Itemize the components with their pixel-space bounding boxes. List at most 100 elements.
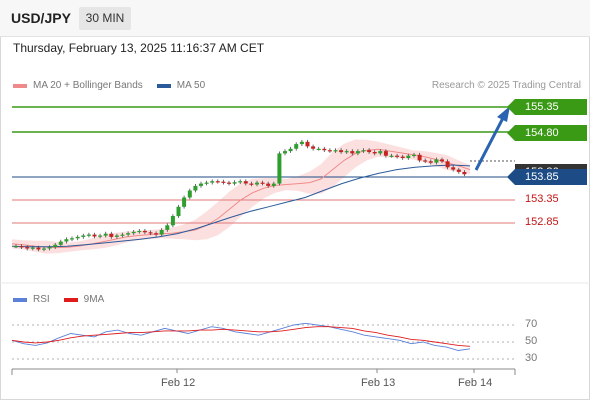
candle-body (126, 233, 131, 235)
candle-body (406, 155, 411, 158)
legend-label-9ma: 9MA (83, 294, 105, 305)
legend-label-ma-bb: MA 20 + Bollinger Bands (33, 80, 143, 91)
main-legend: MA 20 + Bollinger Bands MA 50 (13, 80, 219, 91)
candle-body (131, 231, 136, 234)
resistance2-tag: 155.35 (507, 99, 587, 115)
candle-body (86, 234, 91, 236)
candle-body (266, 183, 271, 186)
candle-body (260, 182, 265, 184)
candle-body (440, 159, 444, 162)
candle-body (445, 161, 450, 168)
candle-body (316, 148, 321, 150)
candle-body (109, 233, 114, 237)
candle-body (25, 247, 30, 249)
candle-body (193, 185, 198, 191)
forecast-arrow-shaft (474, 117, 505, 171)
rsi-swatch-icon (13, 297, 27, 302)
legend-item-9ma: 9MA (63, 294, 105, 305)
candle-body (249, 183, 254, 185)
candle-body (187, 190, 192, 198)
candle-body (165, 225, 170, 230)
candle-body (389, 155, 394, 157)
candle-body (299, 141, 304, 145)
candle-body (355, 151, 360, 154)
candle-body (154, 233, 159, 235)
ma50-line (11, 164, 471, 248)
candle-body (288, 148, 293, 152)
candle-body (19, 246, 24, 248)
candle-body (417, 154, 422, 161)
candle-body (344, 151, 349, 153)
candle-body (227, 182, 231, 184)
candle-body (238, 181, 243, 183)
rsi-level-50a: 50 (525, 335, 538, 347)
ma9-swatch-icon (63, 297, 78, 302)
candle-body (64, 239, 69, 242)
candle-body (137, 230, 142, 233)
x-label-feb13: Feb 13 (361, 377, 396, 389)
candle-body (58, 241, 63, 245)
candle-body (277, 153, 282, 184)
candle-body (14, 246, 18, 248)
candle-body (283, 151, 287, 154)
legend-label-rsi: RSI (33, 294, 50, 305)
datetime-stamp: Thursday, February 13, 2025 11:16:37 AM … (13, 41, 265, 55)
candle-body (98, 235, 103, 237)
chart-header: USD/JPY 30 MIN (0, 0, 590, 37)
candle-body (221, 181, 226, 183)
candle-body (333, 150, 338, 152)
ma50-swatch-icon (156, 83, 171, 88)
candle-body (428, 161, 433, 163)
candle-body (451, 167, 456, 170)
candle-body (294, 144, 299, 149)
candle-body (142, 230, 147, 233)
forecast-arrow-head (497, 106, 510, 122)
rsi-level-30: 30 (525, 352, 538, 364)
candle-body (120, 234, 125, 236)
candle-body (311, 146, 316, 149)
x-label-feb12: Feb 12 (161, 377, 196, 389)
ma-bb-swatch-icon (13, 83, 27, 88)
candle-body (434, 159, 439, 163)
pivot-value: 153.85 (525, 171, 559, 183)
candle-body (412, 154, 416, 156)
candle-body (36, 247, 41, 250)
rsi-legend: RSI 9MA (13, 294, 118, 305)
legend-item-rsi: RSI (13, 294, 50, 305)
candle-body (243, 181, 248, 184)
candle-body (148, 232, 153, 234)
legend-item-ma50: MA 50 (156, 80, 205, 91)
candle-body (255, 182, 259, 185)
candle-body (182, 197, 187, 207)
candle-body (215, 181, 220, 183)
candle-body (53, 244, 58, 248)
candle-body (327, 150, 332, 152)
legend-item-ma-bb: MA 20 + Bollinger Bands (13, 80, 143, 91)
candle-body (361, 150, 366, 152)
candle-body (42, 248, 46, 250)
candle-body (210, 181, 215, 183)
candle-body (322, 148, 327, 151)
support1-label: 153.35 (525, 193, 559, 205)
support2-label: 152.85 (525, 216, 559, 228)
candle-body (305, 141, 310, 147)
candle-body (378, 151, 383, 154)
timeframe-button[interactable]: 30 MIN (79, 7, 131, 30)
candle-body (47, 247, 52, 249)
candle-body (456, 169, 461, 172)
candle-body (423, 160, 428, 162)
rsi-level-70: 70 (525, 318, 538, 330)
candle-body (367, 150, 372, 153)
candle-body (81, 235, 86, 237)
resistance1-value: 154.80 (525, 127, 559, 139)
candle-body (70, 238, 74, 240)
candle-body (400, 156, 405, 158)
candle-body (30, 247, 35, 249)
candle-body (271, 183, 276, 186)
resistance2-value: 155.35 (525, 101, 559, 113)
resistance1-tag: 154.80 (507, 125, 587, 141)
candle-body (350, 151, 355, 154)
candle-body (176, 206, 181, 217)
candle-body (232, 182, 237, 184)
